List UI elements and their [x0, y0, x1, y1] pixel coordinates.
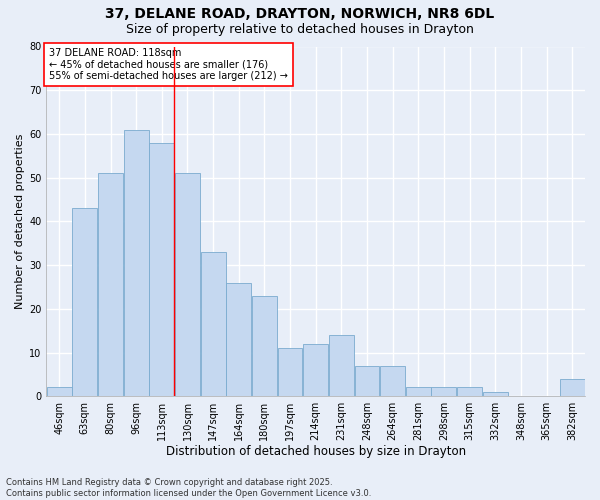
Bar	[175, 174, 200, 396]
Bar	[380, 366, 405, 396]
Bar	[73, 208, 97, 396]
Bar	[560, 378, 584, 396]
Bar	[226, 282, 251, 396]
Bar	[124, 130, 149, 396]
Bar	[47, 388, 71, 396]
Bar	[200, 252, 226, 396]
Text: Contains HM Land Registry data © Crown copyright and database right 2025.
Contai: Contains HM Land Registry data © Crown c…	[6, 478, 371, 498]
Bar	[406, 388, 431, 396]
Y-axis label: Number of detached properties: Number of detached properties	[15, 134, 25, 309]
Bar	[457, 388, 482, 396]
Bar	[303, 344, 328, 396]
Bar	[149, 142, 174, 396]
Bar	[329, 335, 354, 396]
Bar	[278, 348, 302, 396]
Text: 37 DELANE ROAD: 118sqm
← 45% of detached houses are smaller (176)
55% of semi-de: 37 DELANE ROAD: 118sqm ← 45% of detached…	[49, 48, 288, 82]
Text: 37, DELANE ROAD, DRAYTON, NORWICH, NR8 6DL: 37, DELANE ROAD, DRAYTON, NORWICH, NR8 6…	[106, 8, 494, 22]
Bar	[252, 296, 277, 396]
Bar	[431, 388, 457, 396]
Bar	[98, 174, 123, 396]
Text: Size of property relative to detached houses in Drayton: Size of property relative to detached ho…	[126, 22, 474, 36]
X-axis label: Distribution of detached houses by size in Drayton: Distribution of detached houses by size …	[166, 444, 466, 458]
Bar	[355, 366, 379, 396]
Bar	[483, 392, 508, 396]
